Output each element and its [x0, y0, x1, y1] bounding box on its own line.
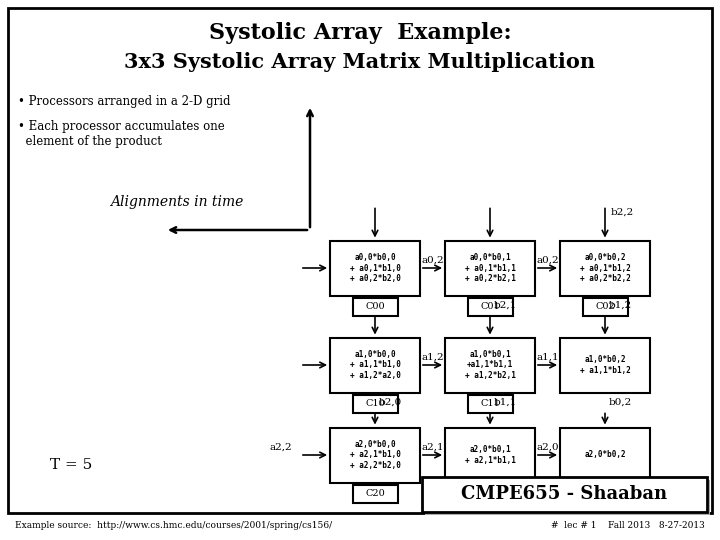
Bar [425, 480, 710, 515]
Text: C20: C20 [365, 489, 385, 498]
Text: b2,2: b2,2 [611, 208, 634, 217]
Text: b2,0: b2,0 [379, 398, 402, 407]
Bar [582, 298, 628, 315]
Text: C00: C00 [365, 302, 384, 311]
Bar [560, 428, 650, 483]
Text: a2,2: a2,2 [269, 442, 292, 451]
Text: Systolic Array  Example:: Systolic Array Example: [209, 22, 511, 44]
Text: C02: C02 [595, 302, 615, 311]
Bar [353, 484, 397, 503]
Bar [330, 338, 420, 393]
Bar [422, 477, 707, 512]
Text: C10: C10 [365, 399, 385, 408]
Text: 3x3 Systolic Array Matrix Multiplication: 3x3 Systolic Array Matrix Multiplication [125, 52, 595, 72]
Text: b1,2: b1,2 [609, 301, 632, 310]
Text: a0,0*b0,2
+ a0,1*b1,2
+ a0,2*b2,2: a0,0*b0,2 + a0,1*b1,2 + a0,2*b2,2 [580, 253, 631, 283]
Text: a0,0*b0,1
+ a0,1*b1,1
+ a0,2*b2,1: a0,0*b0,1 + a0,1*b1,1 + a0,2*b2,1 [464, 253, 516, 283]
Text: a1,1: a1,1 [536, 353, 559, 361]
Text: C11: C11 [480, 399, 500, 408]
Bar [330, 428, 420, 483]
Text: C01: C01 [480, 302, 500, 311]
Bar [353, 298, 397, 315]
Bar [467, 298, 513, 315]
Bar [330, 240, 420, 295]
Text: a0,2: a0,2 [536, 255, 559, 265]
Text: a0,2: a0,2 [421, 255, 444, 265]
Bar [445, 428, 535, 483]
Bar [445, 240, 535, 295]
Text: #  lec # 1    Fall 2013   8-27-2013: # lec # 1 Fall 2013 8-27-2013 [552, 521, 705, 530]
Text: a2,0*b0,1
+ a2,1*b1,1: a2,0*b0,1 + a2,1*b1,1 [464, 446, 516, 465]
Text: a2,0: a2,0 [536, 442, 559, 451]
Bar [467, 395, 513, 413]
Text: a2,1: a2,1 [421, 442, 444, 451]
Text: b0,2: b0,2 [609, 398, 632, 407]
Text: Alignments in time: Alignments in time [110, 195, 243, 209]
Bar [445, 338, 535, 393]
Text: a2,0*b0,2: a2,0*b0,2 [584, 450, 626, 460]
Text: a0,0*b0,0
+ a0,1*b1,0
+ a0,2*b2,0: a0,0*b0,0 + a0,1*b1,0 + a0,2*b2,0 [350, 253, 400, 283]
Bar [353, 395, 397, 413]
Text: a1,0*b0,0
+ a1,1*b1,0
+ a1,2*a2,0: a1,0*b0,0 + a1,1*b1,0 + a1,2*a2,0 [350, 350, 400, 380]
Text: a2,0*b0,0
+ a2,1*b1,0
+ a2,2*b2,0: a2,0*b0,0 + a2,1*b1,0 + a2,2*b2,0 [350, 440, 400, 470]
Text: T = 5: T = 5 [50, 458, 92, 472]
Text: a1,0*b0,1
+a1,1*b1,1
+ a1,2*b2,1: a1,0*b0,1 +a1,1*b1,1 + a1,2*b2,1 [464, 350, 516, 380]
Text: a1,2: a1,2 [421, 353, 444, 361]
Text: CMPE655 - Shaaban: CMPE655 - Shaaban [461, 485, 667, 503]
Text: Example source:  http://www.cs.hmc.edu/courses/2001/spring/cs156/: Example source: http://www.cs.hmc.edu/co… [15, 521, 332, 530]
Text: b1,1: b1,1 [494, 398, 517, 407]
Text: a1,0*b0,2
+ a1,1*b1,2: a1,0*b0,2 + a1,1*b1,2 [580, 355, 631, 375]
Bar [560, 338, 650, 393]
Text: • Processors arranged in a 2-D grid: • Processors arranged in a 2-D grid [18, 95, 230, 108]
Text: • Each processor accumulates one
  element of the product: • Each processor accumulates one element… [18, 120, 225, 148]
Bar [560, 240, 650, 295]
Text: b2,1: b2,1 [494, 301, 517, 310]
